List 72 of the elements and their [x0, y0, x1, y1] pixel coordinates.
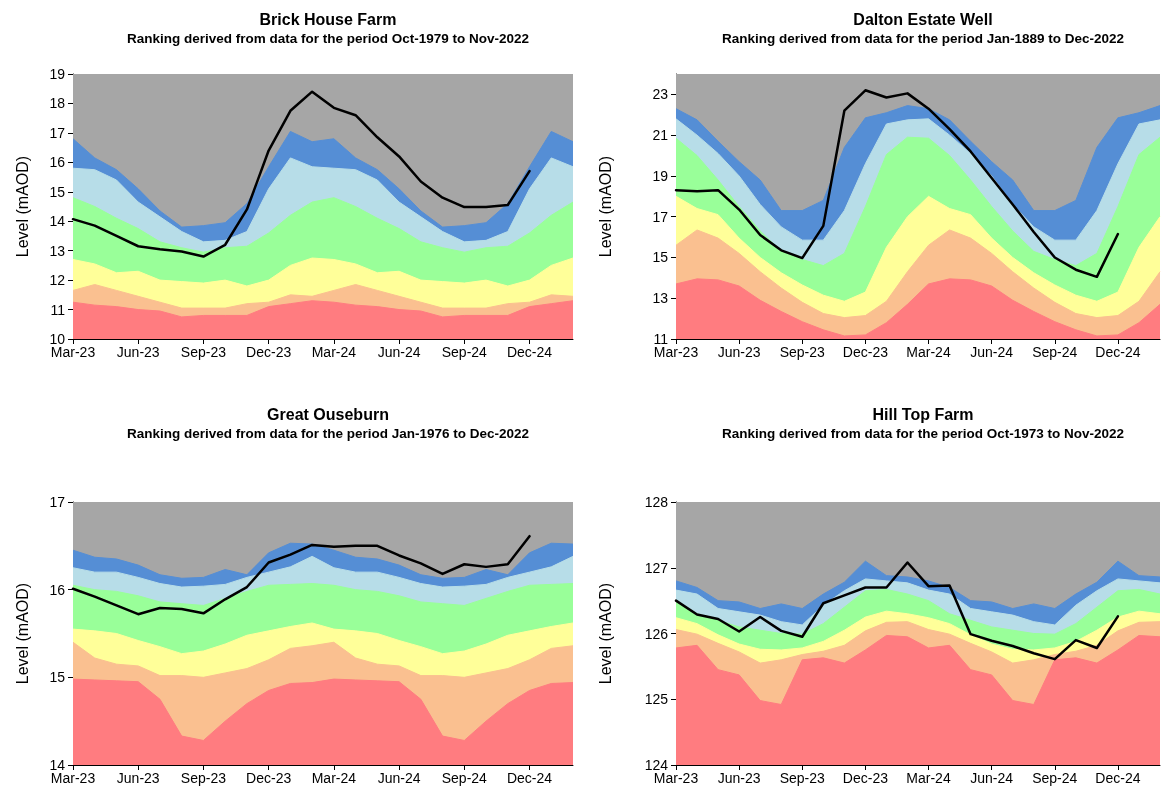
x-tick-label: Mar-23 — [50, 770, 96, 786]
y-tick-label: 14 — [49, 757, 66, 773]
x-tick-label: Jun-24 — [377, 770, 421, 786]
y-axis-title: Level (mAOD) — [13, 582, 31, 685]
y-tick-label: 21 — [652, 127, 669, 144]
x-tick-label: Dec-23 — [246, 344, 292, 360]
chart-subtitle: Ranking derived from data for the period Oct-1979 to Nov-2022 — [126, 30, 530, 46]
y-tick-label: 12 — [49, 272, 66, 289]
chart-title: Hill Top Farm — [872, 405, 974, 423]
y-tick-label: 10 — [49, 331, 66, 347]
y-tick-label: 125 — [644, 691, 669, 708]
x-tick-label: Dec-23 — [842, 344, 889, 360]
x-tick-label: Dec-24 — [506, 344, 553, 360]
x-tick-label: Jun-24 — [970, 344, 1014, 360]
x-tick-label: Mar-23 — [50, 344, 96, 360]
chart-title: Great Ouseburn — [267, 405, 389, 423]
x-tick-label: Sep-24 — [441, 344, 488, 360]
line-series — [674, 561, 1120, 661]
y-tick-label: 15 — [49, 183, 66, 200]
x-tick-label: Mar-24 — [906, 770, 951, 786]
x-tick-label: Dec-24 — [1095, 770, 1141, 786]
line-series — [674, 89, 1120, 279]
y-tick-label: 13 — [49, 242, 66, 259]
y-tick-label: 15 — [49, 669, 66, 686]
x-tick-label: Jun-23 — [717, 770, 761, 786]
x-tick-label: Jun-24 — [377, 344, 421, 360]
y-tick-label: 16 — [49, 154, 66, 171]
x-tick-label: Mar-24 — [311, 344, 357, 360]
x-tick-label: Sep-23 — [180, 770, 227, 786]
y-axis-title: Level (mAOD) — [596, 582, 614, 685]
x-tick-label: Mar-24 — [906, 344, 951, 360]
y-tick-label: 128 — [644, 494, 669, 510]
y-tick-label: 16 — [49, 581, 66, 598]
y-tick-label: 17 — [49, 124, 66, 141]
chart-title: Brick House Farm — [259, 10, 397, 28]
y-axis-title: Level (mAOD) — [13, 155, 31, 258]
y-axis-title: Level (mAOD) — [596, 155, 614, 258]
y-tick-label: 15 — [652, 249, 669, 266]
x-tick-label: Sep-23 — [779, 344, 826, 360]
chart-subtitle: Ranking derived from data for the period Jan-1976 to Dec-2022 — [126, 425, 530, 441]
x-tick-label: Sep-23 — [180, 344, 227, 360]
x-tick-label: Jun-23 — [116, 344, 160, 360]
x-tick-label: Jun-23 — [717, 344, 761, 360]
y-tick-label: 19 — [652, 167, 669, 184]
y-tick-label: 11 — [50, 301, 66, 318]
x-tick-label: Dec-23 — [246, 770, 292, 786]
y-tick-label: 11 — [653, 331, 669, 347]
y-tick-label: 17 — [49, 494, 66, 510]
y-tick-label: 19 — [49, 66, 66, 82]
x-tick-label: Dec-24 — [1095, 344, 1141, 360]
x-tick-label: Sep-24 — [1032, 344, 1078, 360]
x-tick-label: Jun-24 — [970, 770, 1014, 786]
x-tick-label: Dec-24 — [506, 770, 553, 786]
y-tick-label: 13 — [652, 290, 669, 307]
chart-subtitle: Ranking derived from data for the period Oct-1973 to Nov-2022 — [721, 425, 1125, 441]
y-tick-label: 127 — [644, 559, 669, 576]
x-tick-label: Dec-23 — [842, 770, 889, 786]
y-tick-label: 18 — [49, 95, 66, 112]
y-tick-label: 124 — [644, 757, 669, 773]
x-tick-label: Sep-23 — [779, 770, 826, 786]
y-tick-label: 23 — [652, 86, 669, 103]
x-tick-label: Mar-24 — [311, 770, 357, 786]
x-tick-label: Sep-24 — [441, 770, 488, 786]
x-tick-label: Mar-23 — [653, 344, 699, 360]
x-tick-label: Jun-23 — [116, 770, 160, 786]
chart-title: Dalton Estate Well — [853, 10, 993, 28]
chart-subtitle: Ranking derived from data for the period Jan-1889 to Dec-2022 — [721, 30, 1125, 46]
y-tick-label: 14 — [49, 213, 66, 230]
y-tick-label: 17 — [652, 208, 669, 225]
y-tick-label: 126 — [644, 625, 669, 642]
x-tick-label: Mar-23 — [653, 770, 699, 786]
x-tick-label: Sep-24 — [1032, 770, 1078, 786]
